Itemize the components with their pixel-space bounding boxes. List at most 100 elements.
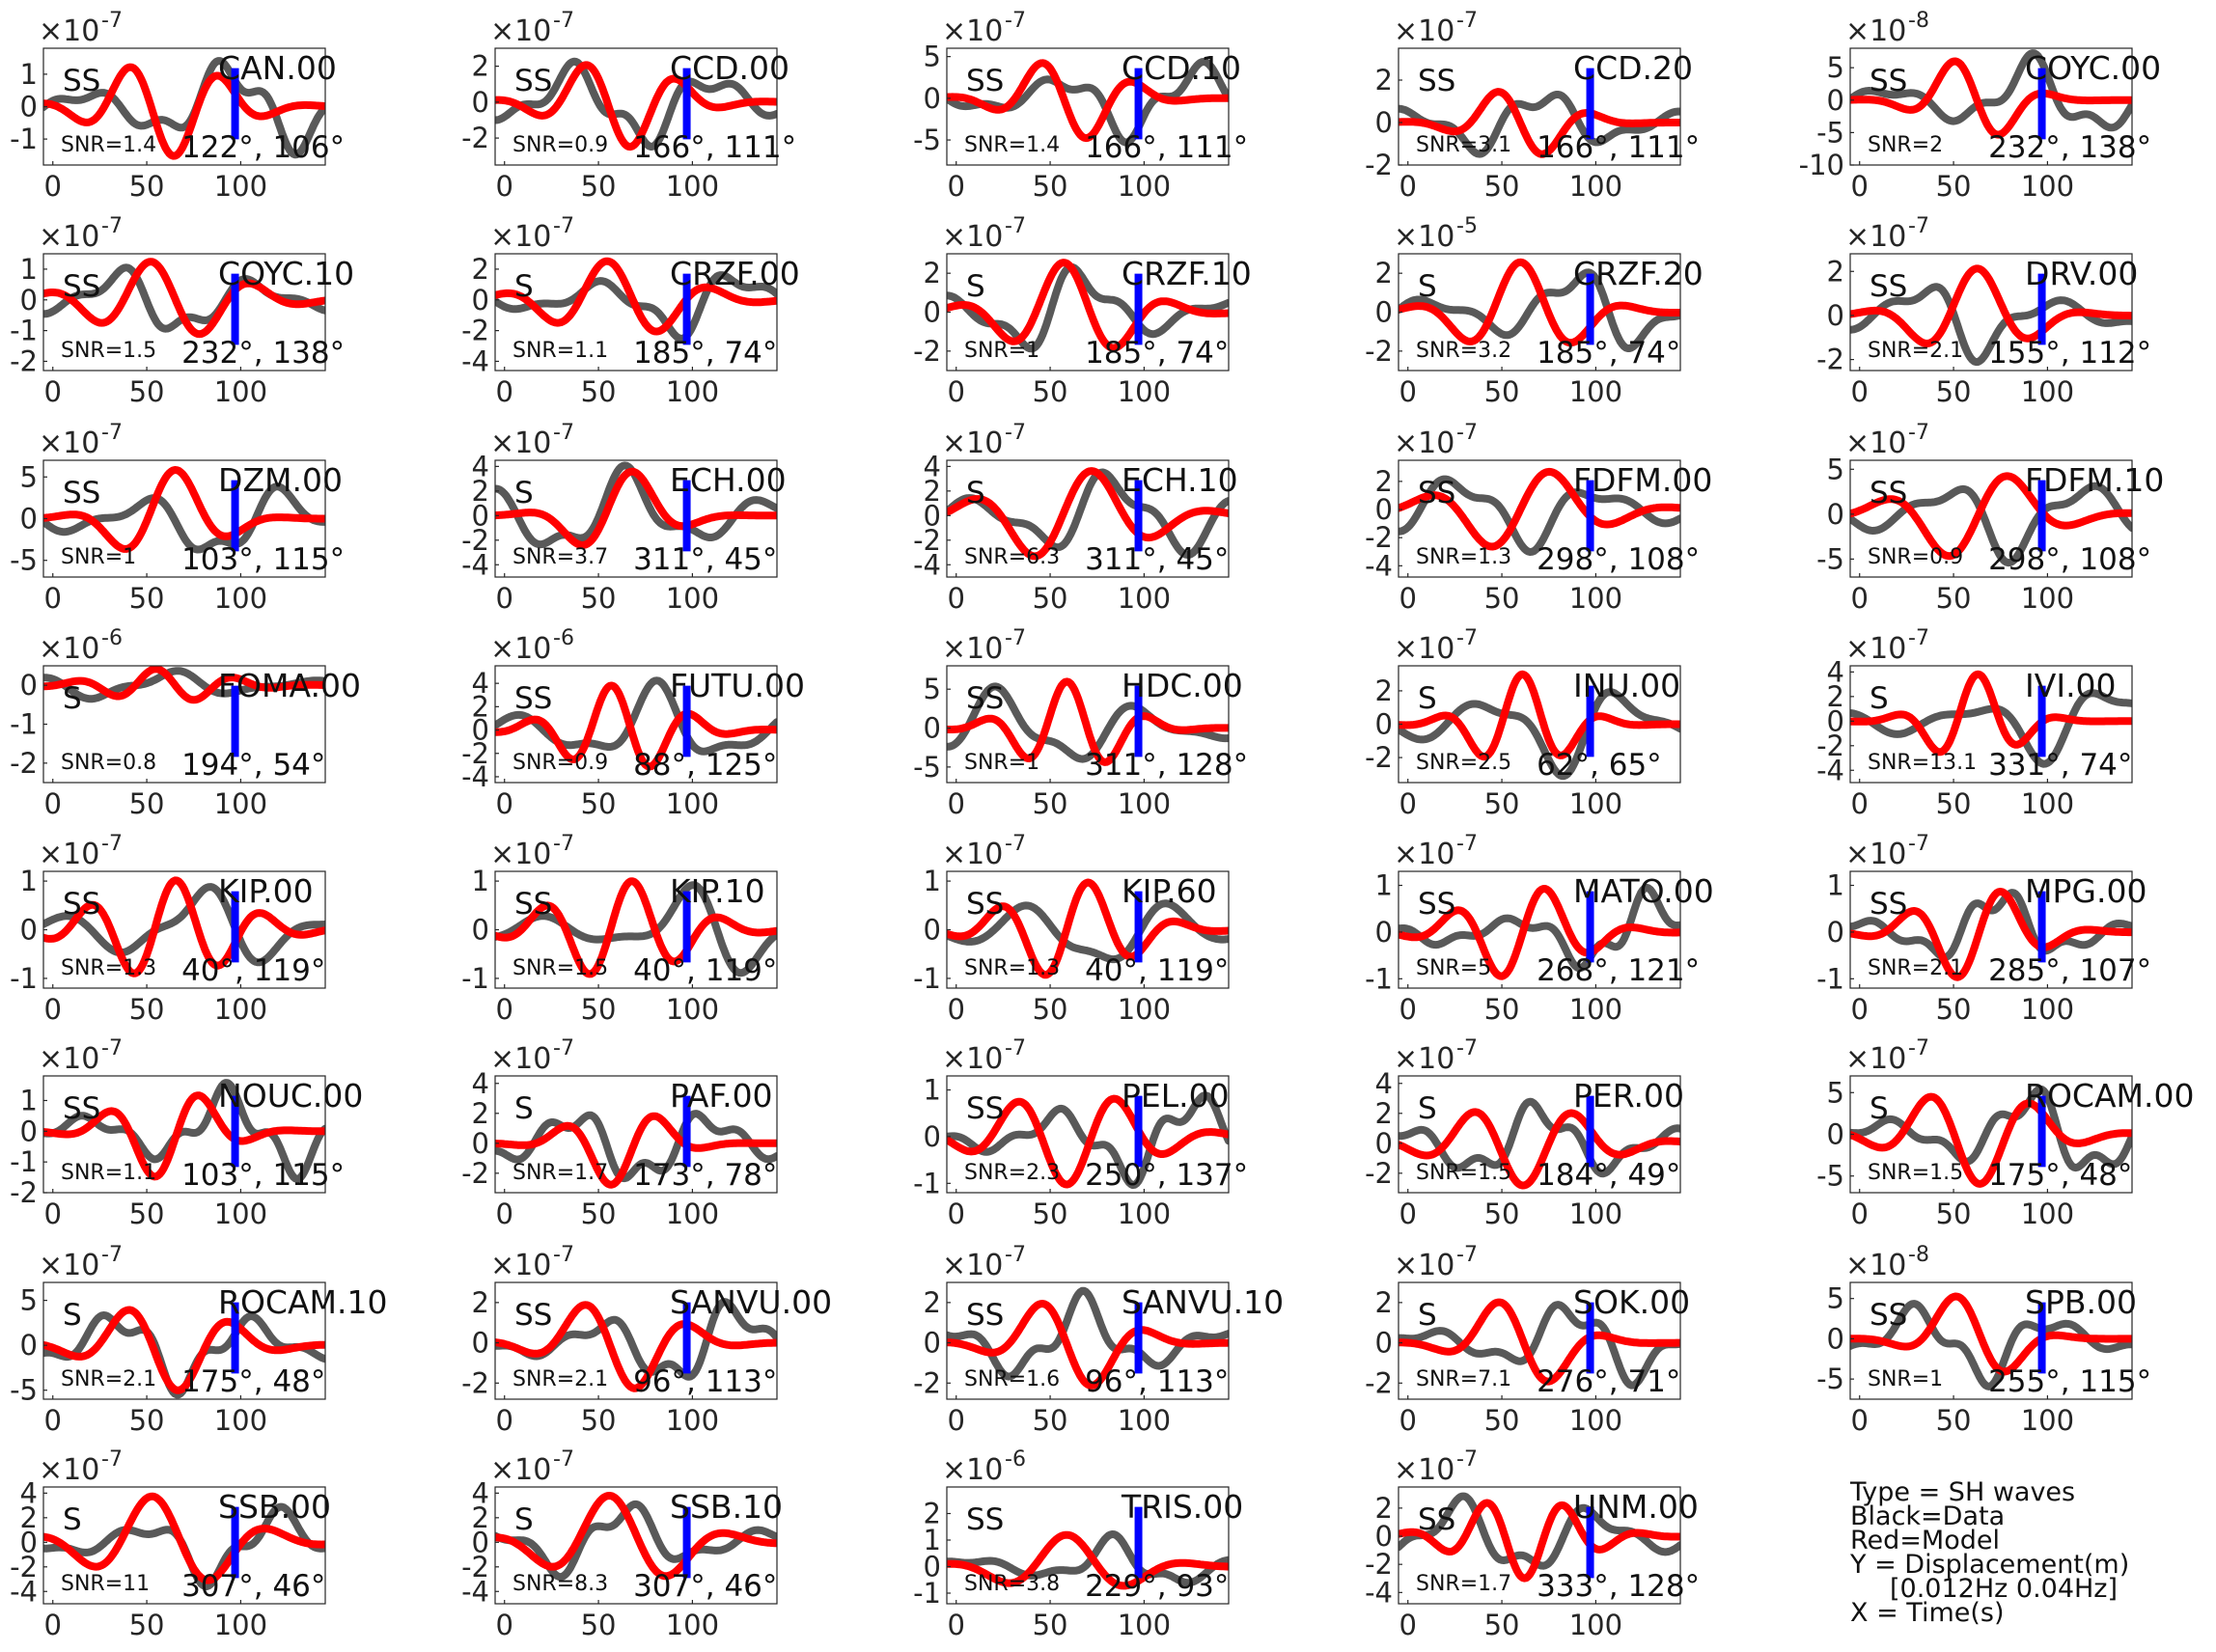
exponent-power: -7: [1005, 626, 1026, 650]
y-tick-label: 0: [1827, 84, 1844, 117]
exponent-label: ×10: [490, 632, 551, 666]
axes-box: [1849, 1281, 2133, 1400]
model-trace: [947, 1530, 1229, 1590]
x-tick-label: 0: [44, 993, 62, 1026]
data-trace: [495, 1110, 777, 1183]
y-tick-label: 2: [472, 1501, 489, 1534]
y-tick-label: -2: [913, 1366, 941, 1399]
x-tick-label: 100: [1569, 787, 1622, 820]
x-tick-label: 100: [666, 375, 719, 408]
y-tick-label: -2: [10, 747, 38, 780]
snr-label: SNR=1.3: [61, 956, 156, 980]
snr-label: SNR=0.9: [512, 751, 608, 775]
angles-label: 232°, 138°: [1988, 130, 2151, 165]
y-tick-label: -1: [10, 962, 38, 995]
exponent-power: -8: [1908, 9, 1929, 33]
x-tick-label: 50: [1484, 993, 1520, 1026]
angles-label: 311°, 128°: [1085, 748, 1248, 783]
exponent-power: -7: [1005, 421, 1026, 445]
y-tick-label: 4: [1827, 655, 1844, 688]
snr-label: SNR=8.3: [512, 1572, 608, 1596]
data-trace: [1850, 689, 2132, 768]
exponent-power: -7: [1005, 9, 1026, 33]
y-tick-label: 0: [1375, 106, 1393, 139]
y-tick-label: 4: [472, 450, 489, 482]
legend-data: Black=Data: [1850, 1501, 2005, 1531]
station-label: SANVU.00: [670, 1283, 832, 1321]
exponent-label: ×10: [490, 1453, 551, 1487]
x-tick-label: 0: [496, 170, 513, 203]
x-tick-label: 0: [948, 993, 965, 1026]
y-tick-label: -4: [461, 1575, 489, 1608]
angles-label: 229°, 93°: [1085, 1569, 1229, 1604]
x-tick-label: 50: [1484, 582, 1520, 615]
y-tick-label: -4: [1365, 549, 1393, 582]
y-tick-label: 0: [20, 91, 38, 124]
y-tick-label: 0: [924, 296, 941, 329]
snr-label: SNR=13.1: [1868, 751, 1977, 775]
data-trace: [43, 1079, 325, 1183]
phase-label: S: [63, 681, 82, 716]
phase-label: SS: [63, 1091, 100, 1126]
y-tick-label: 2: [1375, 465, 1393, 498]
y-tick-label: 0: [1827, 299, 1844, 332]
exponent-power: -7: [1908, 832, 1929, 856]
model-trace: [43, 666, 325, 704]
snr-label: SNR=2.1: [1868, 956, 1963, 980]
station-label: MATO.00: [1573, 872, 1714, 910]
axes-box: [946, 665, 1230, 784]
snr-label: SNR=1.1: [61, 1161, 156, 1185]
model-trace: [1850, 1092, 2132, 1188]
y-tick-label: 0: [1827, 1322, 1844, 1355]
data-trace: [1399, 91, 1680, 158]
exponent-power: -7: [1908, 421, 1929, 445]
exponent-power: -8: [1908, 1243, 1929, 1267]
y-tick-label: 4: [924, 450, 941, 482]
data-trace: [495, 57, 777, 151]
y-tick-label: 0: [472, 499, 489, 532]
y-tick-label: -2: [913, 335, 941, 368]
station-label: ROCAM.00: [2025, 1077, 2194, 1115]
model-trace: [43, 63, 325, 160]
axes-box: [1398, 1281, 1681, 1400]
x-tick-label: 0: [948, 1404, 965, 1437]
exponent-label: ×10: [942, 1042, 1003, 1076]
angles-label: 185°, 74°: [1537, 336, 1680, 371]
data-trace: [1850, 49, 2132, 132]
y-tick-label: -10: [1799, 149, 1844, 181]
x-tick-label: 100: [666, 1404, 719, 1437]
y-tick-label: -1: [1816, 962, 1844, 995]
angles-label: 276°, 71°: [1537, 1364, 1680, 1399]
station-label: FDFM.00: [1573, 461, 1712, 499]
y-tick-label: 0: [924, 914, 941, 947]
y-tick-label: 0: [1375, 1327, 1393, 1360]
exponent-label: ×10: [1845, 838, 1906, 871]
model-trace: [43, 1091, 325, 1181]
snr-label: SNR=2.1: [512, 1367, 608, 1391]
x-tick-label: 50: [1033, 1198, 1068, 1230]
x-tick-label: 100: [214, 375, 267, 408]
x-tick-label: 100: [2021, 170, 2074, 203]
y-tick-label: 2: [20, 1501, 38, 1534]
x-tick-label: 100: [1118, 1609, 1171, 1641]
y-tick-label: 5: [1827, 453, 1844, 485]
y-tick-label: 2: [472, 253, 489, 286]
y-tick-label: 5: [20, 460, 38, 493]
axes-box: [946, 1075, 1230, 1194]
y-tick-label: 2: [472, 690, 489, 723]
snr-label: SNR=1.6: [964, 1367, 1060, 1391]
y-tick-label: 4: [472, 1067, 489, 1100]
x-tick-label: 100: [666, 582, 719, 615]
